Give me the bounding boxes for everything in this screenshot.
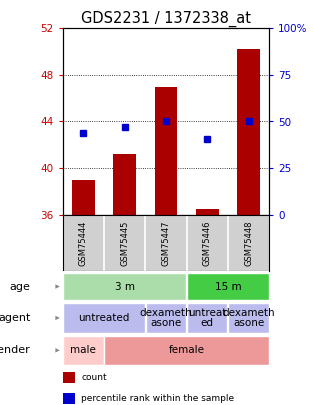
Text: 15 m: 15 m xyxy=(214,281,241,292)
Text: GSM75446: GSM75446 xyxy=(203,220,212,266)
FancyBboxPatch shape xyxy=(146,303,186,333)
Text: dexameth
asone: dexameth asone xyxy=(222,307,275,328)
Text: female: female xyxy=(168,345,205,355)
Bar xyxy=(63,393,75,404)
FancyBboxPatch shape xyxy=(187,273,269,300)
Text: untreat
ed: untreat ed xyxy=(188,307,226,328)
Text: GSM75444: GSM75444 xyxy=(79,220,88,266)
Bar xyxy=(237,49,260,215)
Text: GSM75448: GSM75448 xyxy=(244,220,253,266)
FancyBboxPatch shape xyxy=(63,273,186,300)
Text: GSM75447: GSM75447 xyxy=(162,220,170,266)
FancyBboxPatch shape xyxy=(228,303,269,333)
Title: GDS2231 / 1372338_at: GDS2231 / 1372338_at xyxy=(81,11,251,27)
Text: dexameth
asone: dexameth asone xyxy=(140,307,192,328)
Text: gender: gender xyxy=(0,345,31,355)
FancyBboxPatch shape xyxy=(104,336,269,365)
Text: percentile rank within the sample: percentile rank within the sample xyxy=(81,394,234,403)
Text: age: age xyxy=(10,281,31,292)
FancyBboxPatch shape xyxy=(63,303,145,333)
FancyBboxPatch shape xyxy=(187,303,228,333)
Bar xyxy=(63,372,75,383)
FancyBboxPatch shape xyxy=(63,336,104,365)
Bar xyxy=(155,87,177,215)
Text: 3 m: 3 m xyxy=(115,281,135,292)
Text: GSM75445: GSM75445 xyxy=(120,220,129,266)
Text: count: count xyxy=(81,373,107,382)
Bar xyxy=(113,154,136,215)
Text: agent: agent xyxy=(0,313,31,323)
Text: male: male xyxy=(70,345,96,355)
Bar xyxy=(72,180,95,215)
Text: untreated: untreated xyxy=(78,313,130,323)
Bar xyxy=(196,209,218,215)
